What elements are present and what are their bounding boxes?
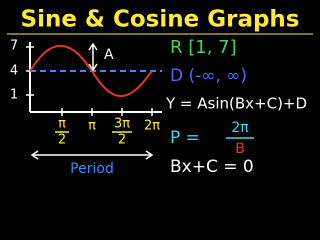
x-label-num: π [88,119,96,134]
x-label-num: π [58,117,66,132]
sine-curve [29,44,153,98]
period-label: Period [70,161,114,177]
x-label-den: 2 [58,133,66,148]
range: R [1, 7] [170,37,237,58]
amplitude-label: A [104,47,114,63]
title: Sine & Cosine Graphs [21,7,300,33]
period-lhs: P = [170,128,200,148]
y-label: 4 [10,64,18,79]
phase: Bx+C = 0 [170,157,254,177]
arrow-heads [88,42,98,72]
arrow-heads [30,150,154,160]
body: Sine & Cosine Graphs A 7 4 1 π 2 π 3π 2 … [0,0,320,180]
period-den: B [235,141,245,157]
background [0,0,320,180]
x-label-num: 2π [144,119,160,134]
equation: Y = Asin(Bx+C)+D [165,95,307,113]
thumbnail: Sine & Cosine Graphs A 7 4 1 π 2 π 3π 2 … [0,0,320,180]
y-label: 1 [10,88,18,103]
y-label: 7 [10,39,18,54]
x-label-num: 3π [114,117,130,132]
period-num: 2π [231,120,249,136]
domain: D (-∞, ∞) [170,66,247,86]
x-label-den: 2 [118,133,126,148]
page: {"header": {"title": "Sine & Cosine Grap… [0,0,320,180]
